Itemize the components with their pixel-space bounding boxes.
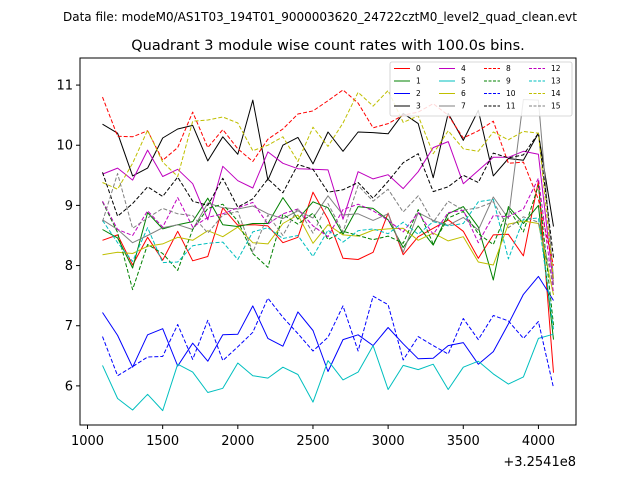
x-tick-label: 3500 [447, 434, 480, 449]
legend-label-9: 9 [506, 77, 511, 86]
y-tick-label: 6 [65, 379, 73, 394]
series-line-10 [102, 295, 554, 388]
x-tick-label: 2000 [221, 434, 254, 449]
series-line-2 [102, 275, 554, 372]
series-line-12 [102, 177, 554, 294]
series-line-8 [102, 89, 554, 266]
x-tick-label: 1500 [146, 434, 179, 449]
legend-label-1: 1 [416, 77, 421, 86]
y-tick-label: 7 [65, 319, 73, 334]
legend-box [389, 61, 573, 117]
y-tick-label: 11 [56, 79, 73, 94]
legend-label-3: 3 [416, 102, 421, 111]
x-tick-label: 1000 [71, 434, 104, 449]
series-line-0 [102, 180, 554, 373]
axes-frame [79, 57, 577, 426]
chart-title: Quadrant 3 module wise count rates with … [131, 38, 525, 54]
series-line-9 [102, 185, 554, 326]
x-tick-label: 3000 [372, 434, 405, 449]
x-axis: 1000 1500 2000 2500 3000 3500 4000 [71, 425, 555, 449]
x-tick-label: 4000 [522, 434, 555, 449]
legend-label-8: 8 [506, 64, 511, 73]
series-line-15 [102, 173, 554, 285]
y-axis: 6 7 8 9 10 11 [56, 79, 80, 394]
legend-label-6: 6 [461, 89, 466, 98]
x-tick-label: 2500 [296, 434, 329, 449]
y-tick-label: 8 [65, 259, 73, 274]
legend-label-13: 13 [551, 77, 561, 86]
legend-label-5: 5 [461, 77, 466, 86]
series-line-4 [102, 141, 554, 285]
plot-area [102, 89, 554, 412]
legend-label-10: 10 [506, 89, 516, 98]
series-line-13 [102, 198, 554, 330]
legend-label-11: 11 [506, 102, 516, 111]
y-tick-label: 10 [56, 139, 73, 154]
legend-label-15: 15 [551, 102, 561, 111]
x-offset-label: +3.2541e8 [503, 455, 576, 470]
y-tick-label: 9 [65, 199, 73, 214]
series-line-7 [102, 99, 554, 279]
legend-label-7: 7 [461, 102, 466, 111]
legend-label-0: 0 [416, 64, 421, 73]
series-line-14 [102, 90, 554, 281]
legend-label-12: 12 [551, 64, 561, 73]
series-line-5 [102, 333, 554, 412]
legend-label-4: 4 [461, 64, 466, 73]
series-line-6 [102, 214, 554, 296]
legend-label-14: 14 [551, 89, 561, 98]
legend-label-2: 2 [416, 89, 421, 98]
figure-suptitle: Data file: modeM0/AS1T03_194T01_90000036… [63, 10, 577, 24]
